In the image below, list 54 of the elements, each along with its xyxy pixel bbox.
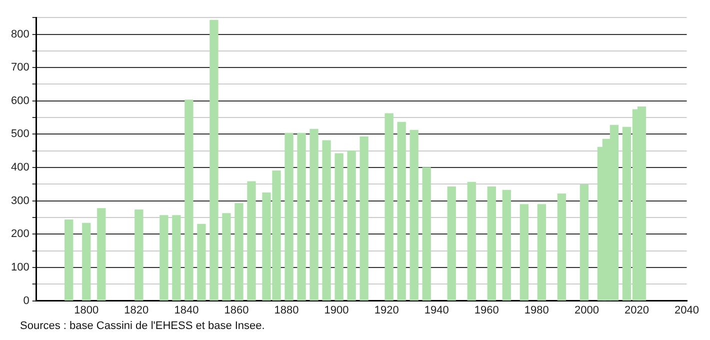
bar xyxy=(447,186,456,301)
x-tick-label: 1800 xyxy=(74,304,99,316)
bar xyxy=(502,190,511,301)
bar xyxy=(284,132,294,301)
bar xyxy=(97,208,106,301)
bar xyxy=(422,167,431,301)
bar xyxy=(537,204,546,301)
bar xyxy=(557,194,566,301)
bar xyxy=(134,210,144,301)
x-tick-label: 2040 xyxy=(674,304,700,316)
y-tick-label: 800 xyxy=(10,28,30,40)
bar xyxy=(322,140,331,301)
bar xyxy=(347,150,356,301)
x-tick-label: 1880 xyxy=(274,304,299,316)
x-tick-label: 1820 xyxy=(124,304,149,316)
bar xyxy=(310,128,318,301)
x-tick-label: 1960 xyxy=(474,304,499,316)
x-tick-label: 1920 xyxy=(374,304,399,316)
bar xyxy=(360,136,368,301)
x-tick-label: 1940 xyxy=(424,304,449,316)
bar xyxy=(297,132,306,301)
x-tick-label: 1860 xyxy=(224,304,249,316)
source-note: Sources : base Cassini de l'EHESS et base Insee. xyxy=(20,320,266,332)
bar xyxy=(520,204,528,301)
y-tick-label: 0 xyxy=(23,294,30,307)
bar xyxy=(160,215,168,301)
x-tick-label: 2000 xyxy=(574,304,599,316)
y-tick-label: 300 xyxy=(10,194,30,207)
y-tick-label: 700 xyxy=(10,62,30,74)
bar xyxy=(580,184,589,301)
x-tick-label: 2020 xyxy=(624,304,649,316)
bar xyxy=(210,20,218,301)
bar xyxy=(334,153,344,301)
y-tick-label: 500 xyxy=(10,128,30,140)
bar xyxy=(64,220,74,301)
bar xyxy=(222,213,231,301)
bar xyxy=(184,100,194,301)
y-tick-label: 200 xyxy=(10,228,30,240)
bar xyxy=(467,182,476,301)
x-tick-label: 1980 xyxy=(524,304,549,316)
x-tick-label: 1840 xyxy=(174,304,199,316)
bar xyxy=(82,222,91,301)
bar xyxy=(234,203,244,301)
y-tick-label: 400 xyxy=(10,162,30,174)
x-tick-label: 1900 xyxy=(324,304,349,316)
bar xyxy=(397,122,406,301)
y-tick-label: 600 xyxy=(10,94,30,107)
bar xyxy=(410,130,418,301)
bar xyxy=(487,186,496,301)
bar xyxy=(172,215,181,301)
y-tick-label: 100 xyxy=(10,262,30,274)
bar xyxy=(247,181,256,301)
bar xyxy=(197,224,206,301)
bar xyxy=(384,113,394,301)
